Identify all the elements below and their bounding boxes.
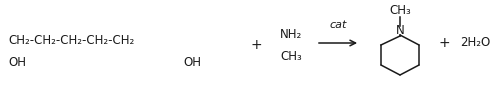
Text: +: + (437, 36, 449, 50)
Text: CH₃: CH₃ (280, 49, 301, 62)
Text: CH₃: CH₃ (388, 4, 410, 17)
Text: cat: cat (329, 20, 346, 30)
Text: OH: OH (183, 57, 200, 69)
Text: 2H₂O: 2H₂O (459, 36, 489, 49)
Text: OH: OH (8, 57, 26, 69)
Text: N: N (395, 24, 404, 37)
Text: CH₂-CH₂-CH₂-CH₂-CH₂: CH₂-CH₂-CH₂-CH₂-CH₂ (8, 35, 134, 48)
Text: NH₂: NH₂ (280, 28, 302, 41)
Text: +: + (249, 38, 262, 52)
